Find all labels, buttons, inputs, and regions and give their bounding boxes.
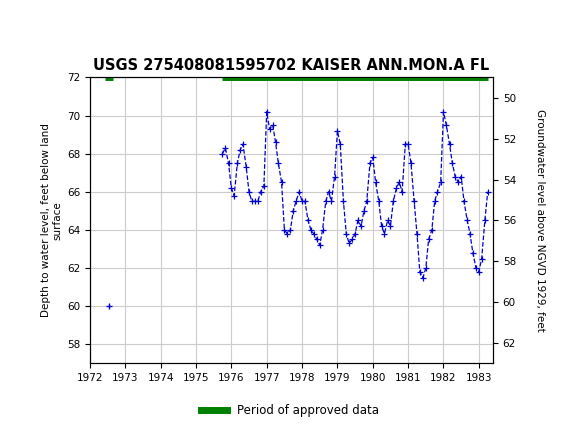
Text: ≡: ≡ xyxy=(3,9,19,28)
Y-axis label: Depth to water level, feet below land
surface: Depth to water level, feet below land su… xyxy=(41,123,63,317)
Text: USGS: USGS xyxy=(17,12,64,27)
Title: USGS 275408081595702 KAISER ANN.MON.A FL: USGS 275408081595702 KAISER ANN.MON.A FL xyxy=(93,58,490,74)
Legend: Period of approved data: Period of approved data xyxy=(197,399,383,422)
Y-axis label: Groundwater level above NGVD 1929, feet: Groundwater level above NGVD 1929, feet xyxy=(535,109,545,332)
